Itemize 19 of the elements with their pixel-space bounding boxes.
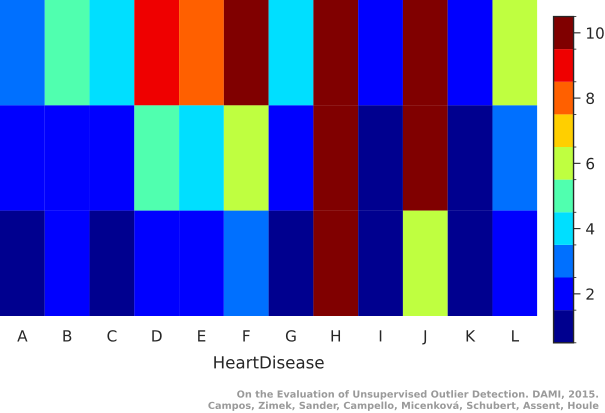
x-axis-title: HeartDisease (214, 356, 324, 369)
color-bar-label: 10 (587, 27, 604, 39)
x-tick-label: L (512, 330, 520, 342)
x-tick-label: D (152, 330, 162, 342)
x-tick-label: C (107, 330, 116, 342)
x-tick-label: H (332, 330, 340, 342)
x-tick-label: J (422, 330, 426, 344)
x-tick-label: F (243, 330, 250, 342)
x-tick-label: I (380, 330, 382, 342)
color-bar-label: 6 (586, 158, 594, 170)
x-tick-label: B (63, 330, 72, 342)
x-tick-label: A (17, 330, 28, 342)
color-bar-label: 8 (586, 92, 594, 104)
x-tick-label: E (198, 330, 206, 342)
color-bar-label: 4 (586, 223, 594, 234)
color-bar-label: 2 (586, 288, 594, 300)
x-tick-label: G (286, 330, 296, 342)
text: On the Evaluation of Unsupervised Outlier Detection. DAMI, 2015. Campos, Zimek, Sander, Campello, Micenková, Schubert, Assent, Houle (208, 390, 598, 411)
x-tick-label: K (466, 330, 476, 342)
